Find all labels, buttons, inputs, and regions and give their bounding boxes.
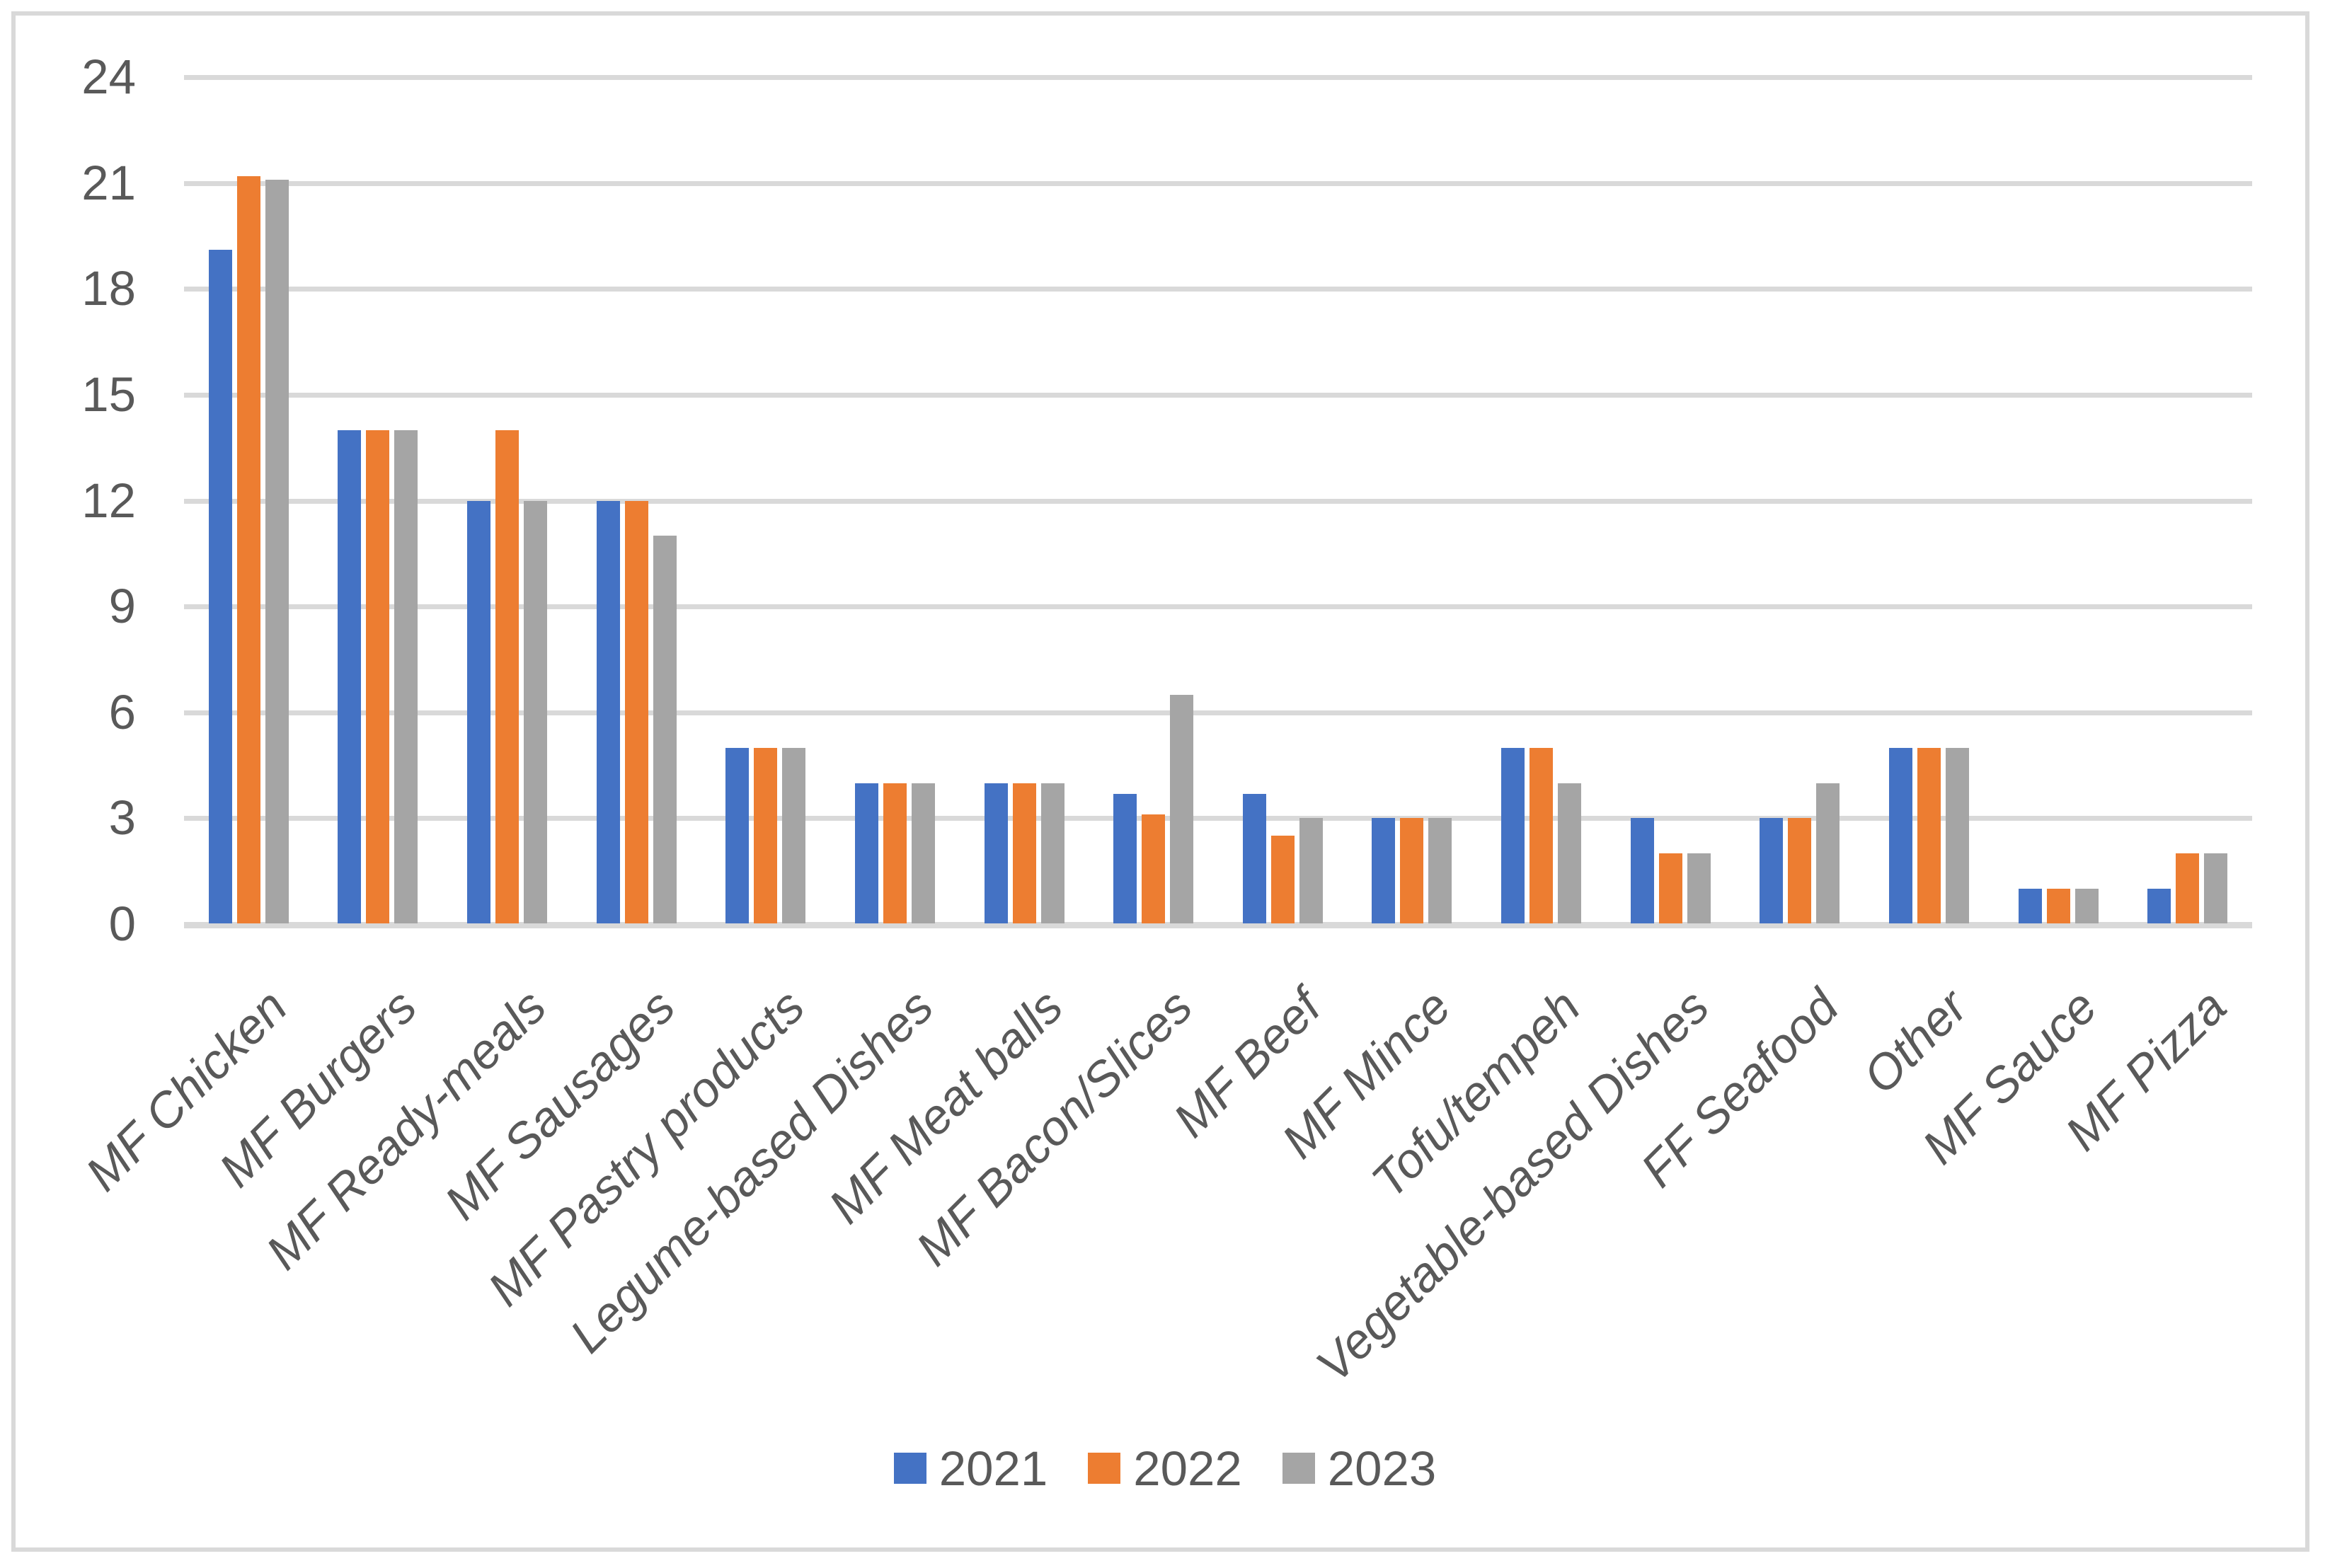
bar-2021-mf-beef xyxy=(1242,793,1266,924)
bar-2023-ff-seafood xyxy=(1816,783,1840,924)
bar-group-mf-pizza xyxy=(2123,77,2252,924)
bar-group-mf-ready-meals xyxy=(442,77,572,924)
bar-group-mf-meat-balls xyxy=(960,77,1089,924)
bar-2021-legume-based-dishes xyxy=(854,783,878,924)
bar-2022-mf-beef xyxy=(1270,836,1295,924)
y-tick-label-15: 15 xyxy=(81,367,136,422)
bar-2022-mf-burgers xyxy=(366,430,390,924)
legend-item-2023: 2023 xyxy=(1282,1441,1437,1496)
legend-item-2022: 2022 xyxy=(1088,1444,1242,1493)
bar-2022-vegetable-based-dishes xyxy=(1658,853,1682,924)
bar-group-vegetable-based-dishes xyxy=(1606,77,1735,924)
bar-2023-mf-beef xyxy=(1299,818,1323,924)
gridline-y-12 xyxy=(184,498,2252,504)
bar-2021-mf-bacon-slices xyxy=(1113,793,1137,924)
bar-2021-mf-pizza xyxy=(2147,889,2171,924)
bar-group-mf-bacon-slices xyxy=(1089,77,1218,924)
bar-2023-mf-mince xyxy=(1428,818,1452,924)
x-category-label-mf-sausages: MF Sausages xyxy=(434,979,686,1230)
legend-swatch-2021 xyxy=(893,1453,926,1484)
gridline-y-6 xyxy=(184,710,2252,715)
bar-2022-mf-ready-meals xyxy=(495,430,520,924)
bar-2023-mf-ready-meals xyxy=(524,500,548,924)
bar-2022-other xyxy=(1917,747,1941,924)
bar-2022-mf-mince xyxy=(1400,818,1424,924)
bar-2022-mf-meat-balls xyxy=(1012,783,1036,924)
bar-2021-mf-pastry-products xyxy=(725,747,750,924)
bar-2023-mf-burgers xyxy=(394,430,418,924)
bar-group-mf-mince xyxy=(1348,77,1477,924)
bar-2022-mf-sausages xyxy=(624,500,648,924)
bar-2023-mf-meat-balls xyxy=(1040,783,1064,924)
bar-2021-mf-chicken xyxy=(208,250,232,924)
bar-2022-mf-bacon-slices xyxy=(1142,814,1166,924)
y-tick-label-0: 0 xyxy=(108,897,136,951)
bar-group-ff-seafood xyxy=(1735,77,1865,924)
bar-2022-tofu-tempeh xyxy=(1530,747,1554,924)
gridline-y-18 xyxy=(184,287,2252,292)
legend-label-2023: 2023 xyxy=(1327,1441,1437,1496)
gridline-y-15 xyxy=(184,392,2252,398)
y-tick-label-18: 18 xyxy=(81,261,136,316)
bar-2023-mf-pastry-products xyxy=(782,747,806,924)
bar-group-mf-chicken xyxy=(184,77,314,924)
bar-2023-vegetable-based-dishes xyxy=(1687,853,1711,924)
y-tick-label-12: 12 xyxy=(81,473,136,528)
bar-2021-ff-seafood xyxy=(1760,818,1784,924)
bar-2022-mf-pizza xyxy=(2176,853,2200,924)
legend-swatch-2022 xyxy=(1088,1453,1121,1484)
legend-swatch-2023 xyxy=(1282,1453,1315,1484)
gridline-y-3 xyxy=(184,816,2252,822)
bar-2021-tofu-tempeh xyxy=(1501,747,1525,924)
bar-2022-mf-sauce xyxy=(2046,889,2070,924)
bar-2023-mf-sauce xyxy=(2074,889,2099,924)
legend: 2021 2022 2023 xyxy=(0,1436,2330,1500)
bar-2023-mf-bacon-slices xyxy=(1170,694,1194,924)
bar-group-mf-sausages xyxy=(572,77,701,924)
bar-2022-legume-based-dishes xyxy=(883,783,907,924)
bar-2023-mf-sausages xyxy=(653,536,677,924)
y-tick-label-9: 9 xyxy=(108,579,136,634)
bar-group-mf-pastry-products xyxy=(701,77,831,924)
bar-group-tofu-tempeh xyxy=(1476,77,1606,924)
bar-2021-vegetable-based-dishes xyxy=(1630,818,1654,924)
bar-2022-ff-seafood xyxy=(1788,818,1812,924)
x-axis-line xyxy=(184,923,2252,928)
gridline-y-21 xyxy=(184,180,2252,186)
legend-label-2022: 2022 xyxy=(1133,1441,1242,1496)
bar-2021-mf-burgers xyxy=(338,430,362,924)
y-tick-label-6: 6 xyxy=(108,684,136,739)
bar-2021-mf-sauce xyxy=(2018,889,2042,924)
bar-2023-legume-based-dishes xyxy=(911,783,935,924)
bar-2023-tofu-tempeh xyxy=(1558,783,1582,924)
bar-2022-mf-pastry-products xyxy=(754,747,778,924)
y-tick-label-24: 24 xyxy=(81,50,136,104)
legend-label-2021: 2021 xyxy=(939,1441,1048,1496)
bar-2021-mf-mince xyxy=(1372,818,1396,924)
bar-2022-mf-chicken xyxy=(236,175,260,924)
legend-item-2021: 2021 xyxy=(893,1441,1048,1496)
bar-group-mf-beef xyxy=(1218,77,1348,924)
bar-group-legume-based-dishes xyxy=(830,77,960,924)
bar-group-mf-sauce xyxy=(1994,77,2123,924)
bar-2023-mf-pizza xyxy=(2204,853,2228,924)
x-category-label-other: Other xyxy=(1853,979,1978,1105)
bar-2021-mf-ready-meals xyxy=(467,500,491,924)
bar-group-mf-burgers xyxy=(314,77,443,924)
bar-2021-mf-meat-balls xyxy=(984,783,1008,924)
bar-2023-mf-chicken xyxy=(265,179,289,924)
bar-2021-mf-sausages xyxy=(596,500,620,924)
bar-2021-other xyxy=(1888,747,1912,924)
bar-group-other xyxy=(1864,77,1994,924)
gridline-y-24 xyxy=(184,75,2252,80)
y-tick-label-3: 3 xyxy=(108,790,136,846)
bar-2023-other xyxy=(1945,747,1969,924)
gridline-y-9 xyxy=(184,604,2252,610)
y-tick-label-21: 21 xyxy=(81,155,136,210)
